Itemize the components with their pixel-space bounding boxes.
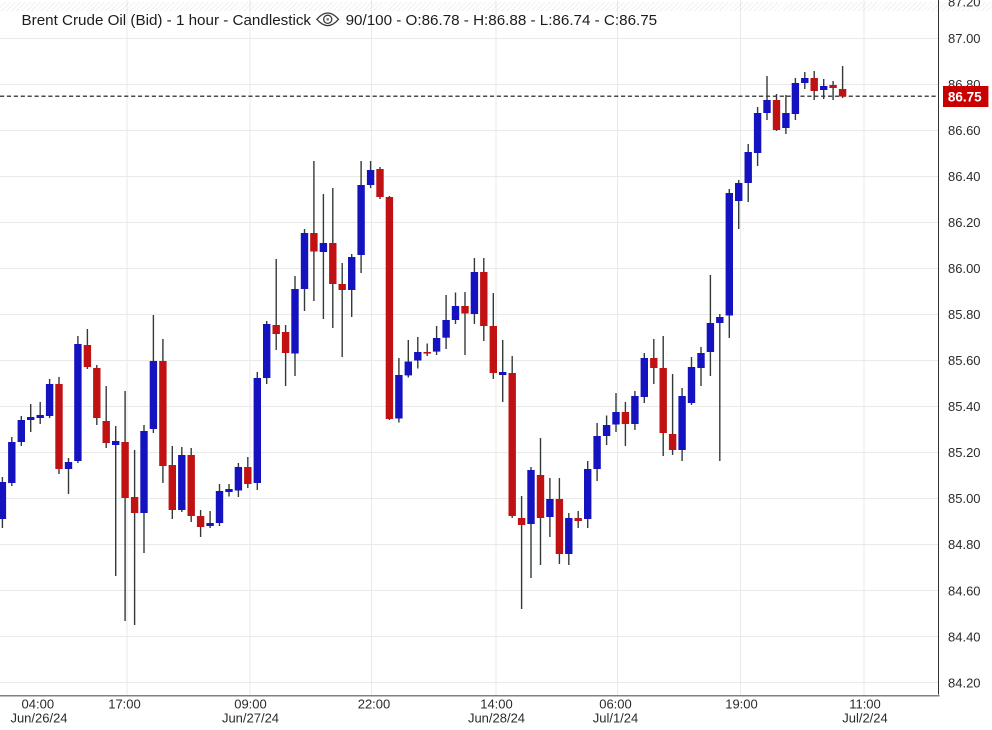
svg-text:Jun/27/24: Jun/27/24: [222, 710, 279, 725]
svg-text:86.75: 86.75: [948, 89, 982, 104]
svg-text:17:00: 17:00: [108, 697, 141, 712]
svg-text:87.20: 87.20: [948, 0, 981, 9]
svg-text:85.60: 85.60: [948, 353, 981, 368]
svg-text:87.00: 87.00: [948, 31, 981, 46]
svg-text:06:00: 06:00: [599, 697, 632, 712]
svg-text:85.20: 85.20: [948, 445, 981, 460]
svg-text:Jul/2/24: Jul/2/24: [842, 710, 888, 725]
svg-text:Jun/26/24: Jun/26/24: [10, 710, 67, 725]
svg-text:84.20: 84.20: [948, 675, 981, 690]
svg-text:86.60: 86.60: [948, 123, 981, 138]
svg-text:85.40: 85.40: [948, 399, 981, 414]
svg-text:Jun/28/24: Jun/28/24: [468, 710, 525, 725]
svg-text:84.60: 84.60: [948, 583, 981, 598]
svg-text:90/100 - O:86.78 - H:86.88 - L: 90/100 - O:86.78 - H:86.88 - L:86.74 - C…: [346, 12, 658, 29]
svg-text:86.20: 86.20: [948, 215, 981, 230]
svg-text:85.80: 85.80: [948, 307, 981, 322]
svg-text:86.40: 86.40: [948, 169, 981, 184]
svg-text:86.00: 86.00: [948, 261, 981, 276]
svg-text:14:00: 14:00: [480, 697, 513, 712]
svg-text:19:00: 19:00: [725, 697, 758, 712]
svg-text:22:00: 22:00: [358, 697, 391, 712]
svg-text:04:00: 04:00: [22, 697, 55, 712]
svg-text:09:00: 09:00: [234, 697, 267, 712]
svg-text:84.40: 84.40: [948, 629, 981, 644]
svg-text:85.00: 85.00: [948, 491, 981, 506]
svg-text:84.80: 84.80: [948, 537, 981, 552]
svg-text:Jul/1/24: Jul/1/24: [593, 710, 639, 725]
svg-text:11:00: 11:00: [849, 697, 881, 712]
svg-text:Brent Crude Oil (Bid) - 1 hour: Brent Crude Oil (Bid) - 1 hour - Candles…: [22, 12, 312, 29]
